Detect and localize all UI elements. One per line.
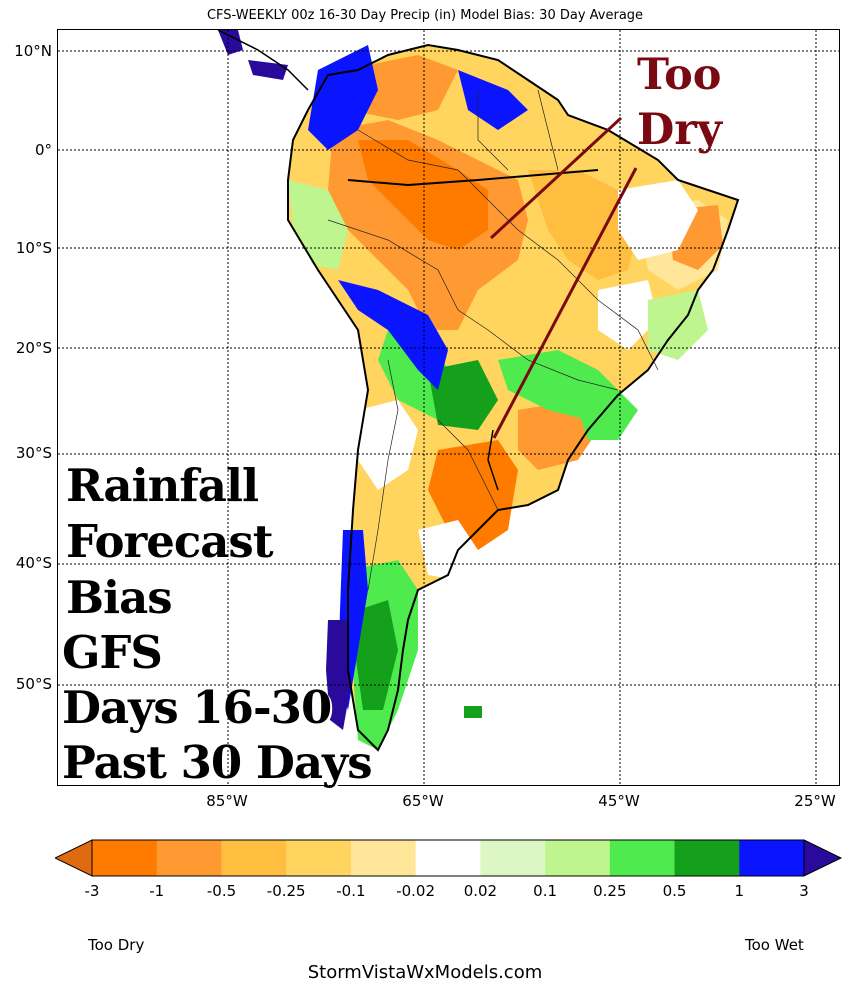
colorbar-segment bbox=[92, 840, 158, 876]
lat-label-30s: 30°S bbox=[15, 444, 52, 462]
colorbar-right-label: Too Wet bbox=[745, 936, 804, 954]
overlay-text-line-6: Past 30 Days bbox=[62, 736, 373, 789]
too-dry-line-1: Too bbox=[637, 50, 722, 100]
too-dry-line-2: Dry bbox=[637, 105, 722, 155]
colorbar-tick-label: 0.1 bbox=[533, 882, 558, 900]
site-credit: StormVistaWxModels.com bbox=[307, 962, 543, 983]
colorbar-tick-label: -1 bbox=[149, 882, 165, 900]
colorbar-outline bbox=[91, 839, 805, 877]
colorbar-segment bbox=[415, 840, 481, 876]
bias-field-neutral-white bbox=[358, 180, 698, 580]
bias-field-very-wet-blue bbox=[218, 30, 528, 730]
colorbar-segment bbox=[156, 840, 222, 876]
too-dry-annotation: Too Dry bbox=[637, 48, 722, 158]
coastline-outline bbox=[217, 30, 740, 752]
too-dry-pointer-lines bbox=[489, 116, 638, 439]
colorbar-tick-label: 0.02 bbox=[463, 882, 498, 900]
graticule-grid bbox=[58, 30, 839, 785]
colorbar-segment bbox=[221, 840, 287, 876]
overlay-text-line-2: Forecast bbox=[66, 515, 274, 568]
lon-label-65w: 65°W bbox=[402, 792, 444, 810]
lon-label-25w: 25°W bbox=[794, 792, 836, 810]
overlay-text-line-3: Bias bbox=[66, 571, 173, 624]
lat-label-0: 0° bbox=[34, 141, 52, 159]
lat-label-10n: 10°N bbox=[14, 42, 52, 60]
overlay-text-line-4: GFS bbox=[62, 626, 163, 679]
colorbar-segments bbox=[92, 840, 805, 876]
colorbar-segment bbox=[286, 840, 352, 876]
precip-bias-map bbox=[58, 30, 839, 785]
map-title: CFS-WEEKLY 00z 16-30 Day Precip (in) Mod… bbox=[206, 8, 644, 23]
colorbar-segment bbox=[350, 840, 417, 876]
lon-label-85w: 85°W bbox=[206, 792, 248, 810]
colorbar-tick-label: -0.5 bbox=[206, 882, 237, 900]
colorbar-tick-label: -0.02 bbox=[396, 882, 435, 900]
map-panel[interactable] bbox=[57, 29, 840, 786]
colorbar-tick-label: -3 bbox=[84, 882, 100, 900]
colorbar-segment bbox=[674, 840, 740, 876]
overlay-text-line-5: Days 16-30 bbox=[62, 681, 332, 734]
colorbar-segment bbox=[480, 840, 546, 876]
lat-label-40s: 40°S bbox=[15, 554, 52, 572]
colorbar-high-extend bbox=[803, 839, 843, 877]
colorbar-left-label: Too Dry bbox=[88, 936, 145, 954]
colorbar-segment bbox=[609, 840, 676, 876]
colorbar-segment bbox=[545, 840, 611, 876]
lat-label-50s: 50°S bbox=[15, 675, 52, 693]
lon-label-45w: 45°W bbox=[598, 792, 640, 810]
colorbar-tick-label: -0.25 bbox=[266, 882, 306, 900]
colorbar-tick-label: 3 bbox=[799, 882, 809, 900]
colorbar-segment bbox=[739, 840, 805, 876]
colorbar-low-extend bbox=[55, 839, 93, 877]
colorbar-tick-label: 1 bbox=[734, 882, 745, 900]
overlay-text-line-1: Rainfall bbox=[66, 459, 259, 512]
colorbar-tick-label: 0.5 bbox=[662, 882, 687, 900]
lat-label-10s: 10°S bbox=[15, 239, 52, 257]
colorbar bbox=[55, 839, 843, 877]
colorbar-tick-label: 0.25 bbox=[593, 882, 627, 900]
lat-label-20s: 20°S bbox=[15, 339, 52, 357]
colorbar-tick-label: -0.1 bbox=[336, 882, 366, 900]
